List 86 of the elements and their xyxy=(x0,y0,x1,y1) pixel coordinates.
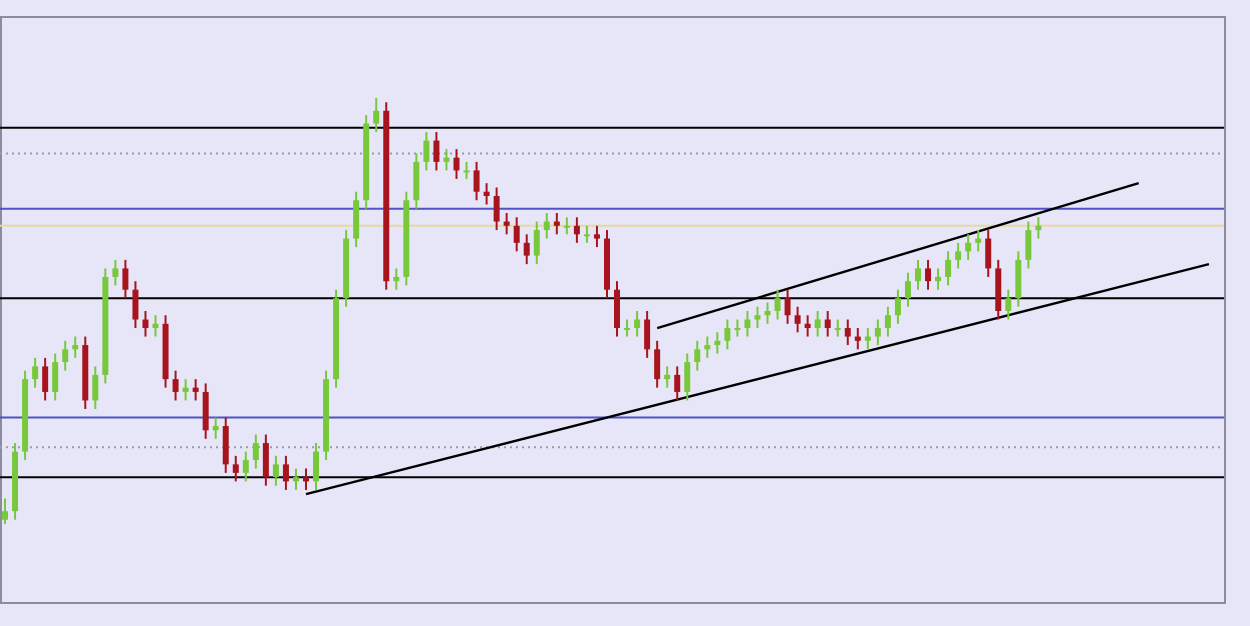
candlestick xyxy=(904,271,911,308)
candlestick xyxy=(373,97,380,134)
candlestick xyxy=(232,454,239,483)
candlestick xyxy=(674,365,681,402)
candlestick xyxy=(1025,220,1032,270)
candlestick xyxy=(2,497,9,525)
candlestick xyxy=(142,310,149,338)
candlestick xyxy=(794,305,801,334)
candlestick xyxy=(784,288,791,325)
candlestick xyxy=(172,369,179,402)
candlestick xyxy=(664,365,671,389)
candlestick xyxy=(884,305,891,338)
candlestick xyxy=(533,220,540,266)
candlestick xyxy=(313,442,320,491)
candlestick xyxy=(694,339,701,372)
candlestick xyxy=(985,229,992,278)
candlestick xyxy=(1035,216,1042,240)
candlestick xyxy=(774,288,781,321)
candlestick xyxy=(844,318,851,347)
candlestick xyxy=(242,450,249,483)
candlestick xyxy=(423,131,430,172)
candlestick xyxy=(965,233,972,261)
candlestick xyxy=(714,331,721,355)
candlestick xyxy=(975,229,982,253)
candlestick xyxy=(854,327,861,351)
candlestick xyxy=(182,378,189,402)
candlestick xyxy=(864,327,871,351)
candlestick xyxy=(764,301,771,325)
candlestick xyxy=(523,233,530,266)
candlestick xyxy=(72,335,79,359)
candlestick xyxy=(935,267,942,291)
candlestick xyxy=(303,467,309,491)
candlestick xyxy=(704,335,711,359)
candlestick xyxy=(473,160,480,202)
candlestick xyxy=(915,258,921,291)
candlestick xyxy=(553,212,560,236)
candlestick xyxy=(804,314,811,338)
candlestick xyxy=(433,131,440,172)
candlestick xyxy=(1005,288,1012,321)
candlestick xyxy=(724,318,731,351)
candlestick xyxy=(684,352,691,402)
candlestick xyxy=(42,356,49,402)
candlestick xyxy=(393,267,400,291)
candlestick xyxy=(353,190,360,249)
candlestick xyxy=(132,280,139,330)
candlestick xyxy=(874,318,881,347)
candlestick xyxy=(443,148,450,172)
candlestick xyxy=(644,310,651,359)
candlestick xyxy=(413,152,420,210)
candlestick xyxy=(52,352,59,402)
candlestick xyxy=(493,186,500,232)
candlestick xyxy=(894,288,901,325)
candlestick xyxy=(152,314,159,338)
candlestick xyxy=(573,216,580,244)
candlestick xyxy=(744,310,751,338)
candlestick xyxy=(483,182,490,206)
candlestick xyxy=(62,339,69,372)
candlestick xyxy=(212,416,219,440)
candlestick xyxy=(513,216,520,253)
candlestick xyxy=(503,212,510,236)
candlestick xyxy=(614,280,621,338)
candlestick xyxy=(955,241,962,270)
candlestick xyxy=(192,378,199,402)
candlestick xyxy=(1015,250,1022,308)
candlestick xyxy=(252,433,259,470)
candlestick xyxy=(824,310,831,338)
candlestick xyxy=(925,258,932,291)
candlestick xyxy=(122,258,129,300)
candlestick xyxy=(995,258,1002,321)
candlestick xyxy=(282,454,289,491)
candlestick xyxy=(202,382,209,440)
candlestick xyxy=(112,258,119,287)
candlestick xyxy=(92,365,99,410)
candlestick xyxy=(543,212,550,240)
candlestick xyxy=(593,224,600,249)
candlestick xyxy=(945,250,952,287)
candlestick xyxy=(634,310,641,338)
candlestick xyxy=(272,454,279,487)
candlestick xyxy=(754,305,761,330)
candlestick xyxy=(32,356,39,389)
candlestick xyxy=(262,433,269,487)
candlestick xyxy=(453,148,460,180)
candlestick xyxy=(814,310,821,338)
candlestick xyxy=(222,416,229,474)
candlestick xyxy=(292,467,299,491)
candlestick xyxy=(654,339,661,389)
